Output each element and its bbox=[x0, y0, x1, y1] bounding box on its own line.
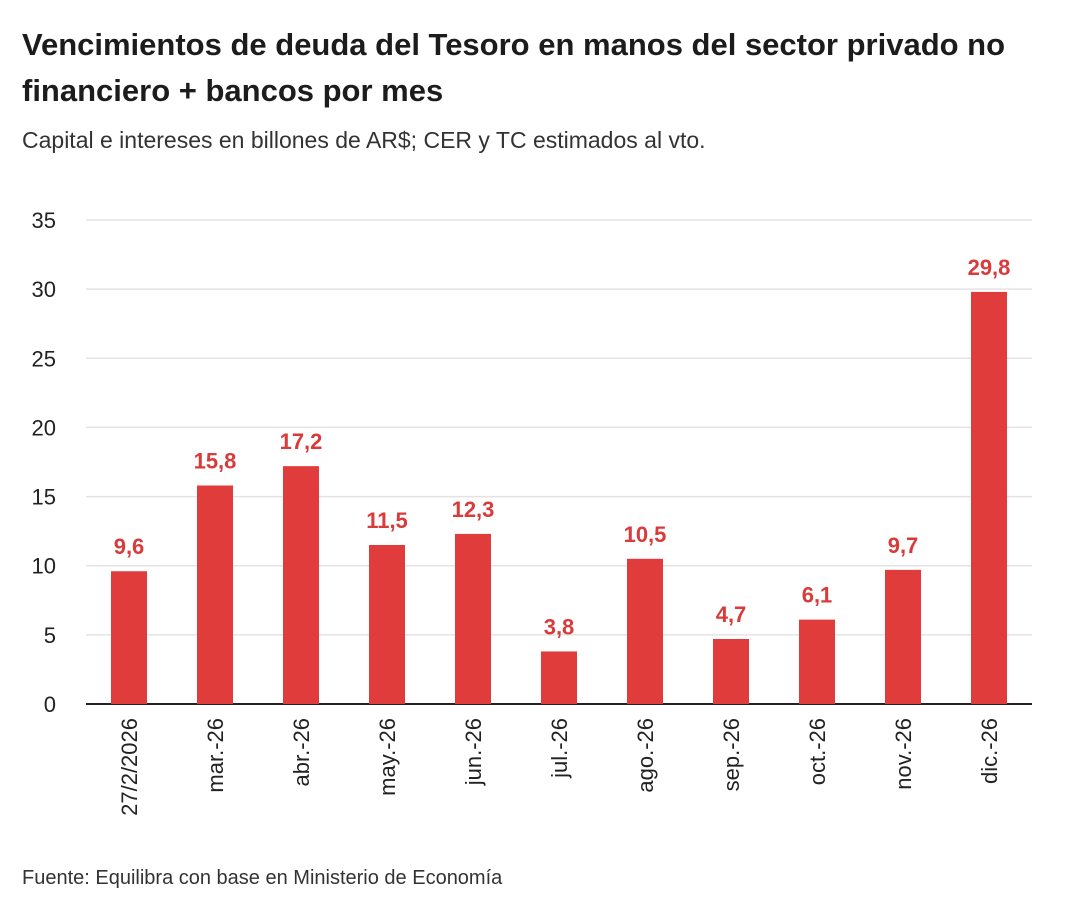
chart-title: Vencimientos de deuda del Tesoro en mano… bbox=[22, 27, 1006, 108]
x-tick-label: may.-26 bbox=[375, 718, 400, 796]
value-labels: 9,6 15,8 17,2 11,5 12,3 3,8 10,5 4,7 6,1 9,7 29,8 bbox=[114, 255, 1011, 640]
value-label: 3,8 bbox=[544, 614, 575, 639]
value-label: 4,7 bbox=[716, 602, 747, 627]
x-tick-label: jun.-26 bbox=[461, 718, 486, 786]
bar bbox=[799, 619, 835, 704]
y-axis-ticks: 0 5 10 15 20 25 30 35 bbox=[32, 208, 56, 717]
y-tick-label: 5 bbox=[44, 623, 56, 648]
y-tick-label: 25 bbox=[32, 346, 56, 371]
x-tick-label: sep.-26 bbox=[719, 718, 744, 791]
bar bbox=[455, 533, 491, 704]
value-label: 9,7 bbox=[888, 533, 919, 558]
bar bbox=[197, 485, 233, 704]
bar bbox=[541, 651, 577, 704]
x-tick-label: ago.-26 bbox=[633, 718, 658, 793]
chart-source: Fuente: Equilibra con base en Ministerio… bbox=[22, 867, 503, 889]
y-tick-label: 20 bbox=[32, 415, 56, 440]
x-tick-label: oct.-26 bbox=[805, 718, 830, 785]
value-label: 9,6 bbox=[114, 534, 145, 559]
bar bbox=[111, 571, 147, 704]
bar bbox=[627, 558, 663, 704]
value-label: 12,3 bbox=[452, 497, 495, 522]
bar-chart: 0 5 10 15 20 25 30 35 9,6 15,8 17,2 11,5 12,3 3,8 10,… bbox=[32, 208, 1032, 816]
bar bbox=[713, 639, 749, 704]
value-label: 15,8 bbox=[194, 449, 237, 474]
x-tick-label: mar.-26 bbox=[203, 718, 228, 793]
value-label: 29,8 bbox=[968, 255, 1011, 280]
bar bbox=[971, 291, 1007, 704]
y-tick-label: 15 bbox=[32, 485, 56, 510]
bar bbox=[885, 569, 921, 704]
x-tick-label: nov.-26 bbox=[891, 718, 916, 790]
x-axis-ticks: 27/2/2026 mar.-26 abr.-26 may.-26 jun.-26 jul… bbox=[117, 718, 1002, 816]
y-tick-label: 0 bbox=[44, 692, 56, 717]
value-label: 6,1 bbox=[802, 583, 833, 608]
bar bbox=[283, 466, 319, 704]
x-tick-label: abr.-26 bbox=[289, 718, 314, 787]
bar bbox=[369, 544, 405, 704]
y-tick-label: 10 bbox=[32, 554, 56, 579]
value-label: 11,5 bbox=[366, 508, 408, 533]
y-tick-label: 35 bbox=[32, 208, 56, 233]
value-label: 17,2 bbox=[280, 429, 323, 454]
x-tick-label: 27/2/2026 bbox=[117, 718, 142, 816]
x-tick-label: dic.-26 bbox=[977, 718, 1002, 784]
x-tick-label: jul.-26 bbox=[547, 718, 572, 779]
value-label: 10,5 bbox=[624, 522, 667, 547]
chart-subtitle: Capital e intereses en billones de AR$; … bbox=[22, 127, 706, 153]
bars bbox=[111, 291, 1007, 704]
y-tick-label: 30 bbox=[32, 277, 56, 302]
